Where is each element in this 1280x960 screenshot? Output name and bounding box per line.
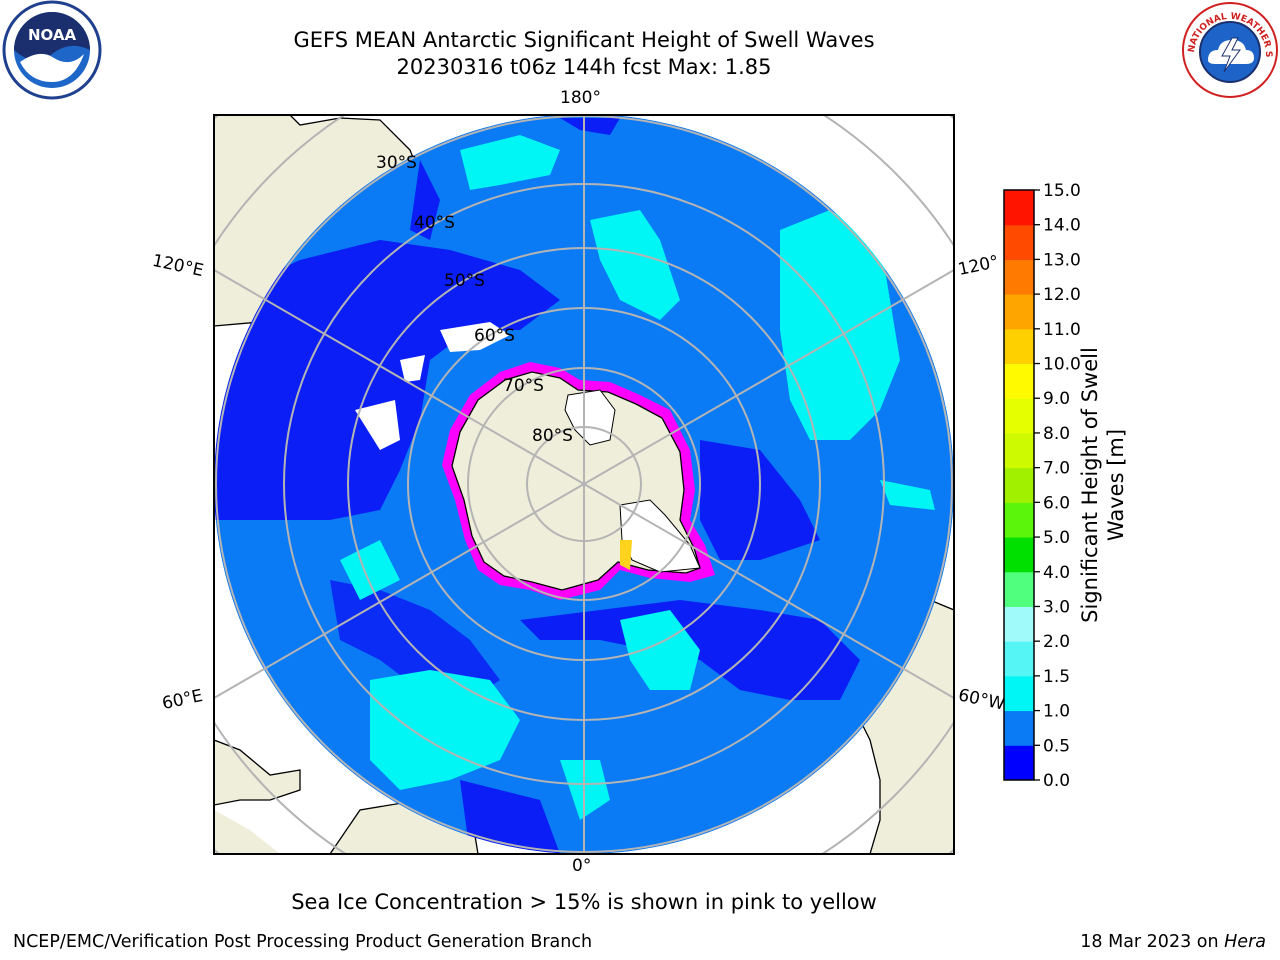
lat-label-30: 30°S (376, 153, 417, 173)
colorbar-label-line1: Significant Height of Swell (1078, 347, 1102, 623)
colorbar-swatch (1004, 641, 1034, 677)
map-frame (213, 114, 955, 855)
colorbar-swatch (1004, 259, 1034, 295)
colorbar-tick-label: 5.0 (1043, 528, 1070, 548)
lon-label-bottom: 0° (572, 856, 592, 876)
colorbar-tick-label: 9.0 (1043, 389, 1070, 409)
colorbar-tick-label: 12.0 (1043, 285, 1081, 305)
chart-subtitle: 20230316 t06z 144h fcst Max: 1.85 (396, 55, 772, 79)
colorbar-tick-label: 3.0 (1043, 597, 1070, 617)
colorbar-swatch (1004, 328, 1034, 365)
lon-label-top: 180° (560, 88, 601, 108)
sea-ice-note: Sea Ice Concentration > 15% is shown in … (291, 890, 877, 914)
lat-label-40: 40°S (414, 213, 455, 233)
colorbar-swatch (1004, 745, 1034, 781)
colorbar-tick-label: 1.0 (1043, 702, 1070, 722)
lat-label-70: 70°S (503, 376, 544, 396)
colorbar: 0.0 0.5 1.0 1.5 2.0 3.0 4.0 5.0 6.0 7.0 8.0 9.0 10.0… (1003, 181, 1081, 791)
colorbar-swatch (1004, 294, 1034, 330)
colorbar-frame (1003, 189, 1035, 781)
colorbar-swatch (1004, 432, 1034, 469)
noaa-logo-text: NOAA (28, 26, 77, 44)
colorbar-swatch (1004, 571, 1034, 607)
colorbar-swatch (1004, 502, 1034, 538)
colorbar-label: Significant Height of Swell Waves [m] (1077, 335, 1129, 635)
colorbar-swatch (1004, 710, 1034, 746)
colorbar-tick-label: 0.0 (1043, 771, 1070, 791)
colorbar-swatch (1004, 467, 1034, 503)
colorbar-tick-label: 6.0 (1043, 493, 1070, 513)
colorbar-swatch (1004, 675, 1034, 712)
nws-logo-icon: NATIONAL WEATHER SERVICE (1180, 0, 1278, 98)
colorbar-tick-label: 14.0 (1043, 216, 1081, 236)
colorbar-swatch (1004, 190, 1034, 226)
footer-date-text: 18 Mar 2023 on (1080, 932, 1225, 952)
colorbar-tick-label: 4.0 (1043, 563, 1070, 583)
colorbar-swatch (1004, 398, 1034, 434)
colorbar-swatch (1004, 224, 1034, 260)
footer-host: Hera (1224, 932, 1266, 952)
colorbar-swatch (1004, 363, 1034, 399)
colorbar-swatch (1004, 537, 1034, 573)
lat-label-60: 60°S (474, 326, 515, 346)
colorbar-swatch (1004, 606, 1034, 642)
noaa-logo-icon: NOAA (2, 0, 102, 100)
colorbar-label-line2: Waves [m] (1104, 428, 1128, 542)
chart-title: GEFS MEAN Antarctic Significant Height o… (293, 28, 875, 52)
colorbar-tick-label: 2.0 (1043, 632, 1070, 652)
colorbar-tick-label: 13.0 (1043, 250, 1081, 270)
lat-label-50: 50°S (444, 271, 485, 291)
colorbar-tick-label: 1.5 (1043, 667, 1070, 687)
colorbar-tick-label: 8.0 (1043, 424, 1070, 444)
footer-credit: NCEP/EMC/Verification Post Processing Pr… (13, 932, 593, 952)
colorbar-tick-label: 0.5 (1043, 736, 1070, 756)
colorbar-tick-label: 15.0 (1043, 181, 1081, 201)
colorbar-tick-label: 11.0 (1043, 320, 1081, 340)
colorbar-tick-label: 10.0 (1043, 355, 1081, 375)
colorbar-tick-label: 7.0 (1043, 459, 1070, 479)
lat-label-80: 80°S (532, 426, 573, 446)
latitude-labels: 30°S 40°S 50°S 60°S 70°S 80°S (376, 153, 573, 446)
footer-date: 18 Mar 2023 on Hera (1080, 932, 1266, 952)
